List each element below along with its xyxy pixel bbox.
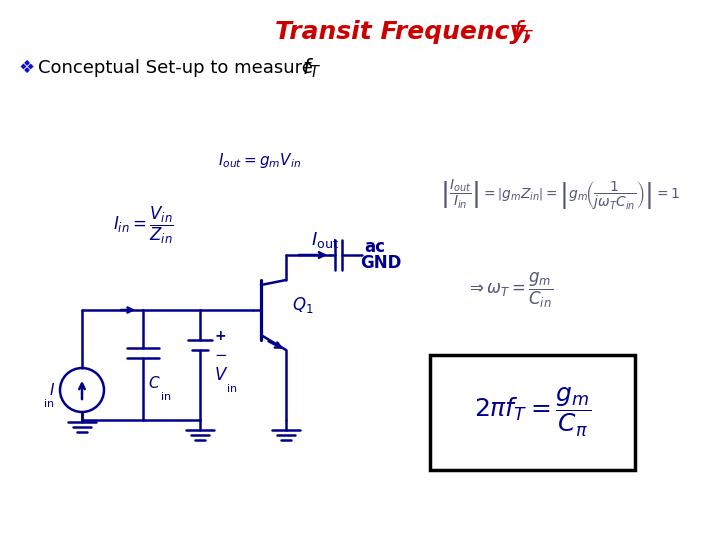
Text: $\mathit{I}_{\mathrm{out}}$: $\mathit{I}_{\mathrm{out}}$	[311, 230, 338, 250]
Text: Transit Frequency,: Transit Frequency,	[275, 20, 542, 44]
Text: $-$: $-$	[214, 347, 227, 361]
Text: $\mathit{I}_{in} = \dfrac{\mathit{V}_{in}}{\mathit{Z}_{in}}$: $\mathit{I}_{in} = \dfrac{\mathit{V}_{in…	[112, 205, 174, 246]
Text: $\Rightarrow \omega_T = \dfrac{\mathit{g}_m}{\mathit{C}_{in}}$: $\Rightarrow \omega_T = \dfrac{\mathit{g…	[467, 271, 554, 309]
Text: $\mathit{I}$: $\mathit{I}$	[49, 382, 55, 398]
Text: GND: GND	[360, 254, 401, 272]
Text: ac: ac	[364, 238, 385, 256]
Text: $\mathrm{in}$: $\mathrm{in}$	[160, 390, 171, 402]
Text: $\mathrm{in}$: $\mathrm{in}$	[42, 397, 54, 409]
Text: ❖: ❖	[18, 59, 34, 77]
Text: $\left|\dfrac{\mathit{I}_{out}}{\mathit{I}_{in}}\right| = \left|\mathit{g}_m \ma: $\left|\dfrac{\mathit{I}_{out}}{\mathit{…	[440, 178, 680, 212]
Text: $2\pi \mathit{f}_T = \dfrac{\mathit{g}_m}{\mathit{C}_\pi}$: $2\pi \mathit{f}_T = \dfrac{\mathit{g}_m…	[474, 386, 591, 439]
Text: $\boldsymbol{f_T}$: $\boldsymbol{f_T}$	[302, 56, 321, 80]
Text: $\mathrm{in}$: $\mathrm{in}$	[226, 382, 237, 394]
Text: $\mathit{I}_{out} = \mathit{g}_m \mathit{V}_{in}$: $\mathit{I}_{out} = \mathit{g}_m \mathit…	[218, 151, 302, 170]
Text: $\mathit{f}_T$: $\mathit{f}_T$	[512, 18, 535, 45]
Bar	[430, 355, 635, 470]
Text: $\mathit{Q}_1$: $\mathit{Q}_1$	[292, 295, 313, 315]
Text: $\mathit{C}$: $\mathit{C}$	[148, 375, 161, 391]
Text: $\mathit{V}$: $\mathit{V}$	[214, 366, 228, 384]
Text: +: +	[214, 329, 225, 343]
Text: Conceptual Set-up to measure: Conceptual Set-up to measure	[38, 59, 319, 77]
